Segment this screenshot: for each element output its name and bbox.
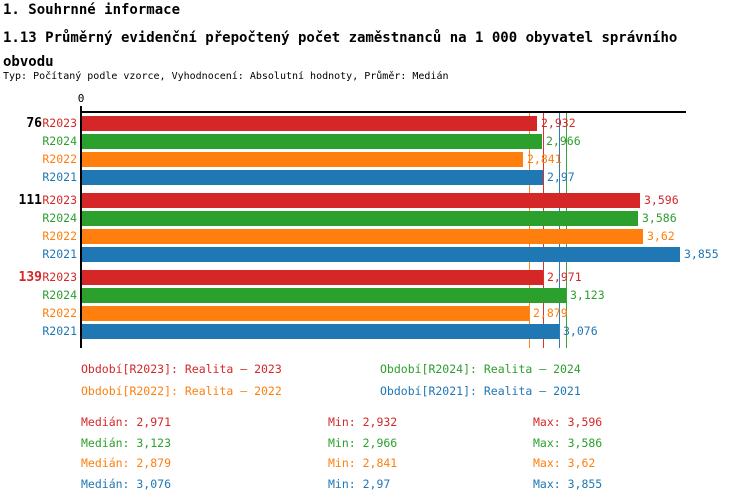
bar-value-label: 2,966 (546, 134, 581, 148)
stat-min-r2022: Min: 2,841 (328, 456, 398, 470)
bar-row-label-r2022: R2022 (42, 152, 77, 166)
legend-item-r2023: Období[R2023]: Realita – 2023 (81, 362, 282, 376)
bar-r2024 (82, 211, 638, 226)
bar-row-label-r2023: R2023 (42, 270, 77, 284)
stat-median-r2022: Medián: 2,879 (81, 456, 172, 470)
bar-row-label-r2023: R2023 (42, 193, 77, 207)
legend-item-r2024: Období[R2024]: Realita – 2024 (380, 362, 581, 376)
legend-item-r2021: Období[R2021]: Realita – 2021 (380, 384, 581, 398)
bar-value-label: 3,076 (563, 324, 598, 338)
stat-min-r2024: Min: 2,966 (328, 435, 398, 450)
group-label: 139 (18, 270, 42, 285)
bar-value-label: 2,932 (541, 116, 576, 130)
bar-value-label: 2,841 (527, 152, 562, 166)
bar-row-label-r2021: R2021 (42, 324, 77, 338)
stat-min-r2023: Min: 2,932 (328, 415, 398, 429)
bar-row-label-r2024: R2024 (42, 211, 77, 225)
report-section-title: 1. Souhrnné informace (3, 2, 181, 18)
bar-value-label: 2,97 (547, 170, 575, 184)
bar-r2023 (82, 116, 537, 131)
stat-max-r2024: Max: 3,586 (533, 435, 603, 450)
legend-item-r2022: Období[R2022]: Realita – 2022 (81, 384, 282, 398)
bar-row-label-r2024: R2024 (42, 134, 77, 148)
bar-r2022 (82, 229, 643, 244)
stat-min-r2021: Min: 2,97 (328, 476, 391, 491)
bar-row-label-r2022: R2022 (42, 229, 77, 243)
bar-r2023 (82, 270, 543, 285)
bar-r2022 (82, 152, 523, 167)
bar-row-label-r2022: R2022 (42, 306, 77, 320)
bar-value-label: 2,879 (533, 306, 568, 320)
bar-row-label-r2021: R2021 (42, 170, 77, 184)
bar-r2022 (82, 306, 529, 321)
group-label: 111 (18, 193, 42, 208)
y-axis-line (80, 106, 82, 348)
bar-value-label: 3,586 (642, 211, 677, 225)
stat-median-r2023: Medián: 2,971 (81, 415, 172, 429)
bar-r2021 (82, 247, 680, 262)
chart-title: 1.13 Průměrný evidenční přepočtený počet… (3, 30, 678, 70)
stat-max-r2021: Max: 3,855 (533, 476, 603, 491)
bar-value-label: 3,62 (647, 229, 675, 243)
bar-row-label-r2021: R2021 (42, 247, 77, 261)
bar-value-label: 3,855 (684, 247, 719, 261)
bar-r2023 (82, 193, 640, 208)
bar-value-label: 2,971 (547, 270, 582, 284)
bar-row-label-r2024: R2024 (42, 288, 77, 302)
bar-value-label: 3,596 (644, 193, 679, 207)
stat-median-r2024: Medián: 3,123 (81, 435, 172, 450)
chart-subtitle: Typ: Počítaný podle vzorce, Vyhodnocení:… (3, 71, 449, 82)
axis-zero-tick-label: 0 (77, 92, 85, 105)
stat-median-r2021: Medián: 3,076 (81, 476, 172, 491)
stat-max-r2023: Max: 3,596 (533, 415, 603, 429)
bar-r2021 (82, 324, 559, 339)
stat-max-r2022: Max: 3,62 (533, 456, 596, 470)
bar-r2024 (82, 134, 542, 149)
x-axis-line (80, 111, 686, 113)
bar-r2021 (82, 170, 543, 185)
bar-value-label: 3,123 (570, 288, 605, 302)
bar-row-label-r2023: R2023 (42, 116, 77, 130)
group-label: 76 (26, 116, 42, 131)
bar-r2024 (82, 288, 566, 303)
